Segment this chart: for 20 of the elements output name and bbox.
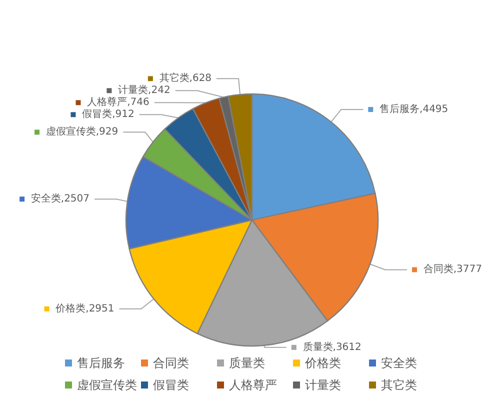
legend-label: 价格类: [304, 356, 341, 370]
legend-label: 人格尊严: [229, 378, 277, 392]
legend-label: 计量类: [305, 378, 341, 392]
legend-label: 假冒类: [153, 378, 189, 392]
data-label: 安全类,2507: [24, 192, 90, 205]
legend-label: 质量类: [229, 356, 265, 370]
data-label: 质量类,3612: [296, 340, 362, 353]
data-label: 其它类,628: [152, 72, 212, 84]
data-label: 计量类,242: [112, 84, 170, 96]
data-label: 价格类,2951: [49, 302, 114, 314]
legend-label: 其它类: [381, 378, 417, 392]
legend-label: 安全类: [381, 356, 417, 370]
data-label: 虚假宣传类,929: [40, 126, 118, 138]
data-label: 假冒类,912: [76, 108, 134, 120]
data-label: 合同类,3777: [417, 263, 482, 276]
legend-label: 虚假宣传类: [77, 378, 137, 392]
legend-label: 售后服务: [77, 356, 125, 370]
legend-label: 合同类: [153, 356, 189, 370]
data-label: 售后服务,4495: [373, 102, 448, 115]
data-label: 人格尊严,746: [80, 96, 150, 108]
